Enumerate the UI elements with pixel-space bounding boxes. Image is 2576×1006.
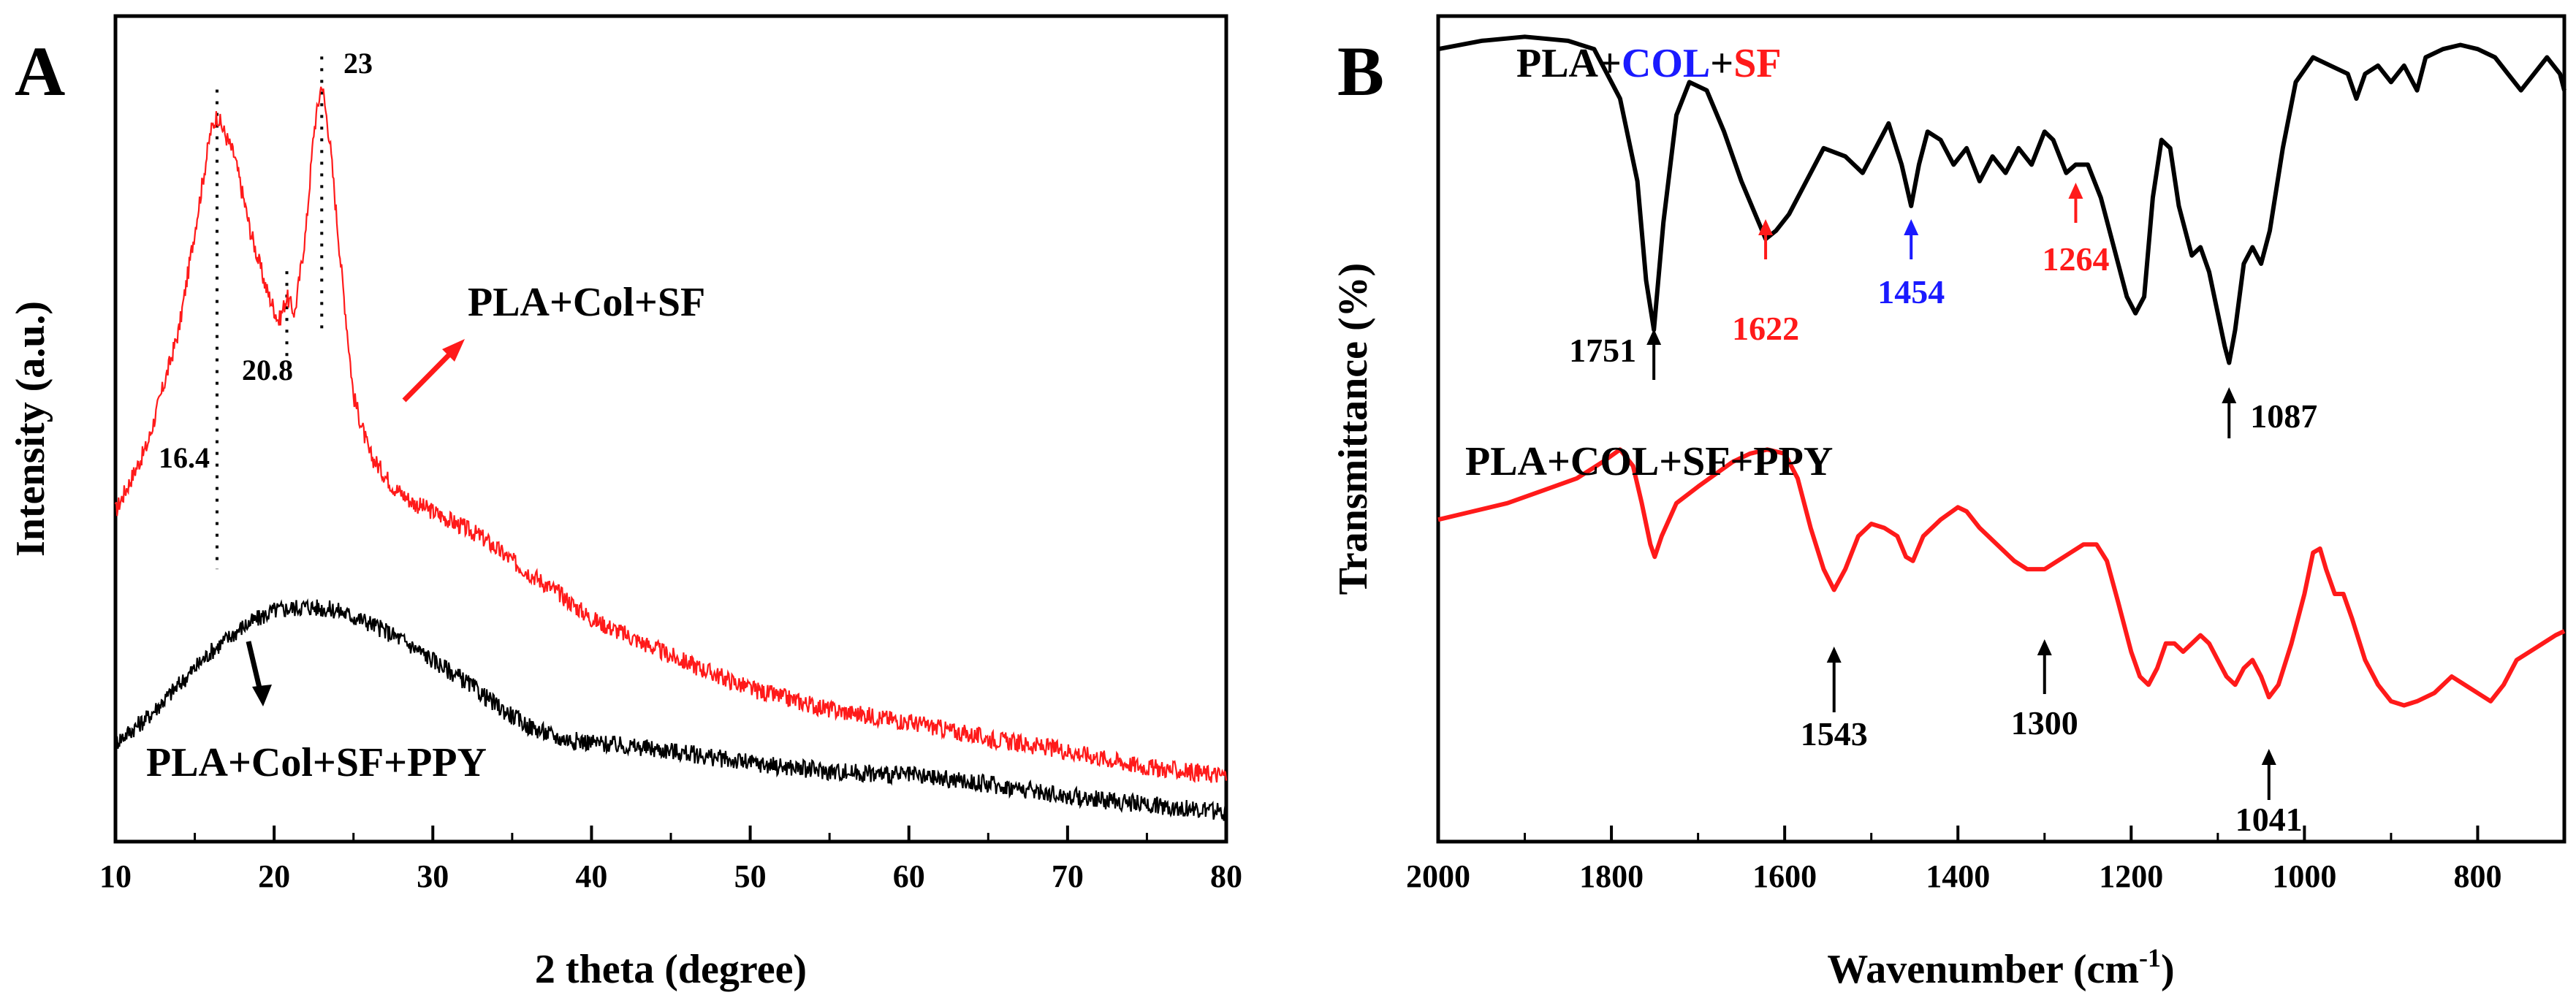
- legend-part-col: COL: [1622, 41, 1710, 86]
- peak-arrow-head: [2037, 639, 2052, 655]
- arrow-black-head: [252, 685, 272, 706]
- peak-label-1300: 1300: [2011, 704, 2078, 742]
- peak-label-1264: 1264: [2042, 240, 2109, 278]
- peak-arrow-head: [1758, 219, 1774, 235]
- panel-a-frame: [113, 14, 1228, 844]
- x-tick-label: 1600: [1752, 858, 1817, 894]
- panel-a-label: A: [15, 32, 65, 110]
- x-tick-label: 800: [2453, 858, 2501, 894]
- legend-part-plus: +: [1710, 41, 1733, 86]
- xlabel-superscript: -1: [2139, 943, 2161, 972]
- series-label-pla-col-sf-ppy: PLA+Col+SF+PPY: [146, 740, 487, 785]
- x-tick-label: 30: [417, 858, 449, 894]
- peak-label-1087: 1087: [2250, 397, 2317, 435]
- peak-label-1543: 1543: [1801, 715, 1868, 752]
- legend-pla-col-sf-ppy: PLA+COL+SF+PPY: [1465, 439, 1833, 484]
- x-tick-label: 20: [258, 858, 290, 894]
- panel-a-series: [114, 86, 1228, 821]
- panel-b-peak-annotations: 1751 1622 1454 1264 1087 1543 1300 1041: [1569, 183, 2317, 838]
- series-label-pla-col-sf: PLA+Col+SF: [468, 280, 705, 325]
- legend-pla-col-sf: PLA+COL+SF: [1516, 41, 1782, 86]
- legend-part-pla: PLA+: [1516, 41, 1622, 86]
- panel-a: A 10 20 30 40 50 60 70 80 16.4 20.8 23 PLA+Col+…: [8, 14, 1242, 992]
- peak-label-1041: 1041: [2235, 801, 2303, 838]
- arrow-black-shaft: [246, 641, 264, 695]
- peak-arrow-head: [1826, 647, 1842, 663]
- x-tick-label: 80: [1210, 858, 1242, 894]
- x-tick-label: 70: [1052, 858, 1084, 894]
- peak-arrow-head: [2261, 749, 2276, 765]
- series-line-pla-col-sf-ppy: [114, 598, 1228, 821]
- panel-b-x-ticks: 2000 1800 1600 1400 1200 1000 800: [1406, 826, 2501, 894]
- panel-b: B 2000 1800 1600 1400 1200 1000 800 1751 1622 14…: [1331, 14, 2566, 992]
- series-line-pla-col-sf: [114, 86, 1228, 783]
- peak-arrow-head: [1646, 329, 1662, 345]
- x-tick-label: 1800: [1579, 858, 1644, 894]
- peak-label-1751: 1751: [1569, 332, 1636, 369]
- panel-a-guides: [215, 56, 324, 570]
- peak-label-16-4: 16.4: [159, 441, 210, 474]
- peak-label-20-8: 20.8: [242, 354, 293, 386]
- peak-arrow-head: [1904, 219, 1919, 235]
- peak-label-1454: 1454: [1877, 273, 1945, 310]
- panel-b-series: [1437, 34, 2566, 708]
- x-tick-label: 40: [575, 858, 607, 894]
- xlabel-close: ): [2161, 947, 2175, 992]
- x-tick-label: 1200: [2099, 858, 2163, 894]
- peak-label-23: 23: [343, 47, 373, 80]
- peak-label-1622: 1622: [1732, 310, 1799, 347]
- panel-a-x-ticks: 10 20 30 40 50 60 70 80: [99, 826, 1242, 894]
- arrow-red-head: [442, 339, 465, 362]
- series-line-pla-col-sf: [1437, 34, 2566, 365]
- x-tick-label: 2000: [1406, 858, 1470, 894]
- x-tick-label: 50: [734, 858, 767, 894]
- panel-b-y-axis-label: Transmittance (%): [1331, 263, 1376, 595]
- xlabel-main: Wavenumber (cm: [1827, 947, 2139, 992]
- x-tick-label: 10: [99, 858, 132, 894]
- panel-b-x-axis-label: Wavenumber (cm-1): [1827, 943, 2174, 992]
- peak-arrow-head: [2222, 387, 2237, 403]
- series-line-pla-col-sf-ppy: [1437, 447, 2566, 708]
- x-tick-label: 1000: [2272, 858, 2336, 894]
- x-tick-label: 60: [893, 858, 925, 894]
- panel-b-frame: [1436, 14, 2566, 844]
- legend-part-sf: SF: [1733, 41, 1781, 86]
- x-tick-label: 1400: [1926, 858, 1990, 894]
- arrow-red-shaft: [402, 345, 459, 403]
- panel-a-x-axis-label: 2 theta (degree): [535, 947, 807, 992]
- panel-b-label: B: [1337, 32, 1384, 110]
- peak-arrow-head: [2068, 183, 2083, 199]
- panel-a-y-axis-label: Intensity (a.u.): [8, 301, 53, 557]
